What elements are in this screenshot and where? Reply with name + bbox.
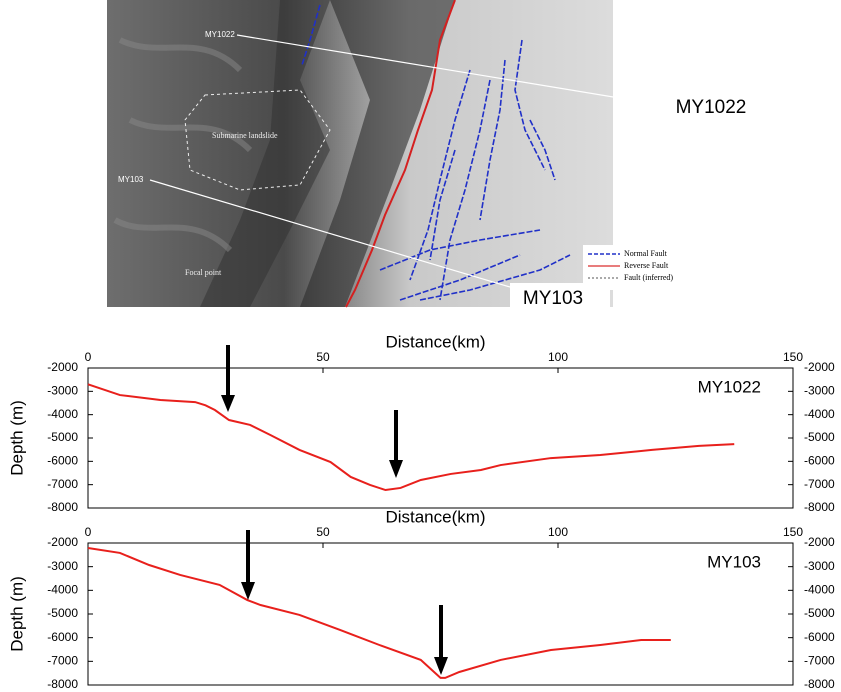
y-tick-label: -8000 [47, 500, 78, 514]
y-tick-label: -7000 [47, 654, 78, 668]
y-tick-label: -5000 [47, 430, 78, 444]
y-tick-label: -4000 [47, 583, 78, 597]
callout: MY103 [523, 288, 583, 309]
y2-tick-label: -7000 [804, 477, 835, 491]
y2-tick-label: -3000 [804, 384, 835, 398]
y2-tick-label: -5000 [804, 606, 835, 620]
callout: MY1022 [676, 97, 747, 118]
map-label: Submarine landslide [212, 131, 278, 140]
series-label: MY103 [707, 552, 761, 571]
y2-tick-label: -4000 [804, 407, 835, 421]
legend-label: Reverse Fault [624, 261, 669, 270]
y-tick-label: -5000 [47, 606, 78, 620]
y-tick-label: -2000 [47, 360, 78, 374]
legend-label: Normal Fault [624, 249, 668, 258]
x-tick-label: 50 [316, 350, 330, 364]
y-tick-label: -4000 [47, 407, 78, 421]
y-tick-label: -2000 [47, 535, 78, 549]
y-tick-label: -6000 [47, 454, 78, 468]
plot-frame [88, 368, 793, 508]
figure: MY1022 MY103 Submarine landslide Focal p… [0, 0, 841, 692]
legend-label: Fault (inferred) [624, 273, 673, 282]
y-tick-label: -3000 [47, 384, 78, 398]
x-tick-label: 0 [85, 525, 92, 539]
series-label: MY1022 [698, 377, 761, 396]
y-axis-label: Depth (m) [7, 576, 26, 652]
y2-tick-label: -2000 [804, 535, 835, 549]
arrow [221, 345, 235, 412]
x-tick-label: 150 [783, 350, 803, 364]
page: MY1022 MY103 Submarine landslide Focal p… [0, 0, 841, 692]
y-tick-label: -7000 [47, 477, 78, 491]
y2-tick-label: -8000 [804, 500, 835, 514]
y2-tick-label: -7000 [804, 654, 835, 668]
y-axis-label: Depth (m) [7, 400, 26, 476]
y2-tick-label: -6000 [804, 454, 835, 468]
map: MY1022 MY103 Submarine landslide Focal p… [107, 0, 760, 309]
y2-tick-label: -3000 [804, 559, 835, 573]
map-label: MY1022 [205, 30, 235, 39]
x-tick-label: 150 [783, 525, 803, 539]
profile-line [88, 384, 734, 490]
y2-tick-label: -2000 [804, 360, 835, 374]
y-tick-label: -6000 [47, 630, 78, 644]
arrow [434, 605, 448, 675]
y-tick-label: -8000 [47, 677, 78, 691]
y2-tick-label: -8000 [804, 677, 835, 691]
x-tick-label: 100 [548, 525, 568, 539]
y2-tick-label: -6000 [804, 630, 835, 644]
arrow [389, 410, 403, 478]
profile-line [88, 548, 671, 678]
x-axis-label: Distance(km) [385, 507, 485, 526]
y-tick-label: -3000 [47, 559, 78, 573]
y2-tick-label: -5000 [804, 430, 835, 444]
arrow [241, 530, 255, 600]
map-label: MY103 [118, 175, 144, 184]
y2-tick-label: -4000 [804, 583, 835, 597]
map-label: Focal point [185, 268, 222, 277]
x-axis-label: Distance(km) [385, 332, 485, 351]
x-tick-label: 50 [316, 525, 330, 539]
x-tick-label: 100 [548, 350, 568, 364]
x-tick-label: 0 [85, 350, 92, 364]
